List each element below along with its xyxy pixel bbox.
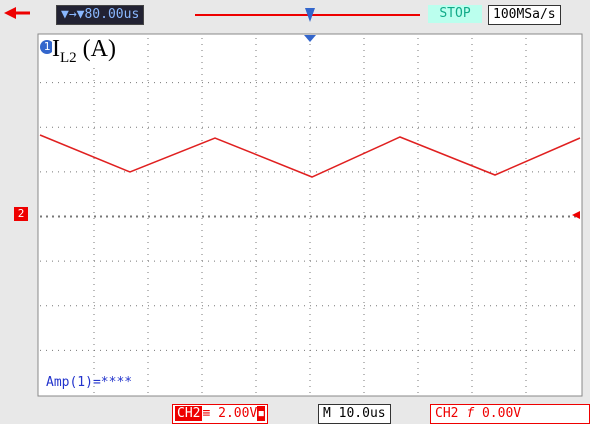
status-box: STOP — [428, 5, 482, 23]
trigger-source: CH2 — [435, 406, 458, 421]
channel-name: CH2 — [175, 406, 202, 421]
delay-value: 80.00us — [84, 7, 139, 22]
sample-rate: 100MSa/s — [493, 7, 556, 22]
ch2-marker: 2 — [14, 207, 28, 221]
measurement: Amp(1)=**** — [46, 375, 132, 390]
label-unit: (A) — [83, 36, 116, 62]
sample-rate-box: 100MSa/s — [488, 5, 561, 25]
trigger-box: CH2 f 0.00V — [430, 404, 590, 424]
channel-box: CH2≡ 2.00V▪ — [172, 404, 268, 424]
ch1-label: 1 — [44, 40, 51, 53]
trigger-level: 0.00V — [482, 406, 521, 421]
overlay-label: IL2 (A) — [52, 36, 116, 67]
label-subscript: L2 — [60, 50, 77, 66]
timebase: 10.0us — [339, 406, 386, 421]
label-symbol: I — [52, 36, 60, 62]
timebase-box: M 10.0us — [318, 404, 391, 424]
volts-per-div: 2.00V — [218, 406, 257, 421]
run-status: STOP — [439, 6, 470, 21]
ch2-label: 2 — [18, 207, 25, 220]
graticule-bg — [38, 34, 582, 396]
timebase-prefix: M — [323, 406, 331, 421]
delay-box: ▼→▼80.00us — [56, 5, 144, 25]
trigger-edge: f — [466, 406, 474, 421]
page: ▼→▼80.00us STOP 100MSa/s 1 2 IL2 (A) Amp… — [0, 0, 590, 424]
